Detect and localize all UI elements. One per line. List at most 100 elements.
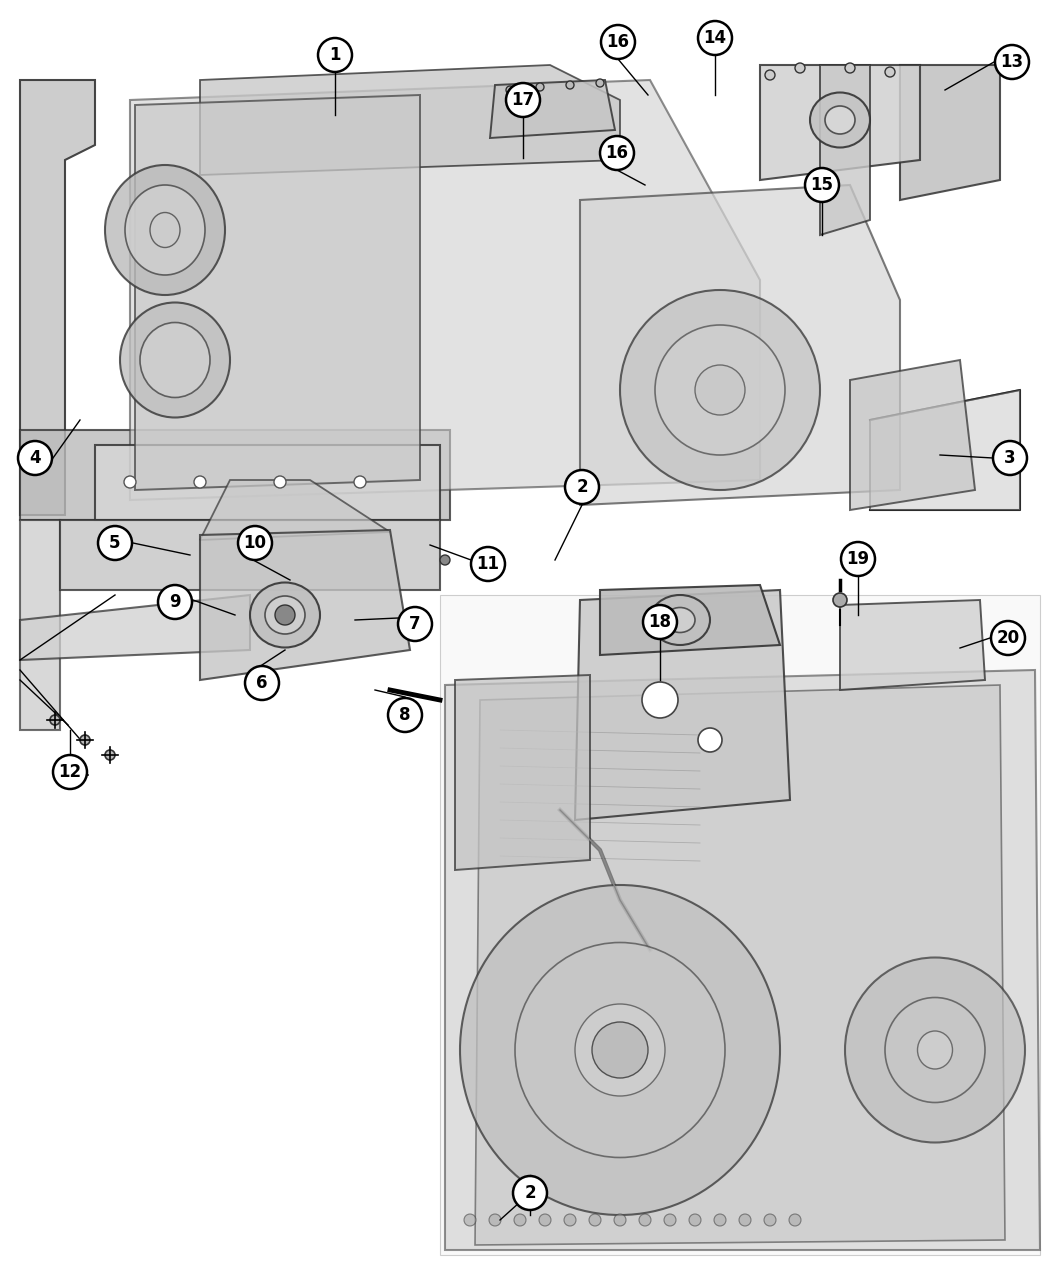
Circle shape bbox=[245, 666, 279, 700]
Polygon shape bbox=[200, 530, 410, 680]
Circle shape bbox=[105, 750, 116, 760]
Circle shape bbox=[275, 606, 295, 625]
Text: 15: 15 bbox=[811, 176, 834, 194]
Text: 3: 3 bbox=[1004, 449, 1015, 467]
Circle shape bbox=[238, 527, 272, 560]
Ellipse shape bbox=[105, 164, 225, 295]
Polygon shape bbox=[840, 601, 985, 690]
Polygon shape bbox=[820, 65, 870, 235]
Circle shape bbox=[995, 45, 1029, 79]
Circle shape bbox=[539, 1214, 551, 1227]
Polygon shape bbox=[900, 65, 1000, 200]
Circle shape bbox=[489, 1214, 501, 1227]
Text: 1: 1 bbox=[330, 46, 341, 64]
Text: 7: 7 bbox=[410, 615, 421, 632]
Polygon shape bbox=[455, 674, 590, 870]
Ellipse shape bbox=[845, 958, 1025, 1142]
Polygon shape bbox=[445, 669, 1040, 1250]
Circle shape bbox=[805, 168, 839, 201]
Circle shape bbox=[664, 1214, 676, 1227]
Ellipse shape bbox=[825, 106, 855, 134]
Polygon shape bbox=[850, 360, 975, 510]
Circle shape bbox=[50, 715, 60, 725]
Circle shape bbox=[471, 547, 505, 581]
Circle shape bbox=[194, 476, 206, 488]
Text: 13: 13 bbox=[1001, 54, 1024, 71]
Text: 12: 12 bbox=[59, 762, 82, 782]
Circle shape bbox=[565, 470, 598, 504]
Ellipse shape bbox=[265, 595, 304, 634]
Circle shape bbox=[596, 79, 604, 87]
Circle shape bbox=[514, 1214, 526, 1227]
Polygon shape bbox=[94, 445, 440, 520]
Circle shape bbox=[592, 1023, 648, 1077]
Text: 20: 20 bbox=[996, 629, 1020, 646]
Circle shape bbox=[398, 607, 432, 641]
Circle shape bbox=[789, 1214, 801, 1227]
Circle shape bbox=[765, 70, 775, 80]
Ellipse shape bbox=[885, 997, 985, 1103]
Polygon shape bbox=[20, 520, 60, 731]
Polygon shape bbox=[575, 590, 790, 820]
Text: 6: 6 bbox=[256, 674, 268, 692]
Circle shape bbox=[698, 728, 722, 752]
Circle shape bbox=[739, 1214, 751, 1227]
Circle shape bbox=[642, 682, 678, 718]
Circle shape bbox=[639, 1214, 651, 1227]
Text: 4: 4 bbox=[29, 449, 41, 467]
Circle shape bbox=[845, 62, 855, 73]
Text: 18: 18 bbox=[649, 613, 672, 631]
Text: 16: 16 bbox=[607, 33, 630, 51]
Polygon shape bbox=[200, 65, 620, 175]
Circle shape bbox=[354, 476, 366, 488]
Polygon shape bbox=[200, 479, 390, 541]
Circle shape bbox=[714, 1214, 726, 1227]
Ellipse shape bbox=[120, 302, 230, 417]
Ellipse shape bbox=[125, 185, 205, 275]
Ellipse shape bbox=[250, 583, 320, 648]
Circle shape bbox=[601, 26, 635, 59]
Circle shape bbox=[689, 1214, 701, 1227]
Text: 19: 19 bbox=[846, 550, 869, 567]
Circle shape bbox=[536, 83, 544, 91]
Polygon shape bbox=[870, 390, 1020, 510]
Circle shape bbox=[75, 770, 85, 780]
Circle shape bbox=[80, 734, 90, 745]
Circle shape bbox=[506, 85, 514, 94]
Text: 17: 17 bbox=[511, 91, 534, 108]
Circle shape bbox=[98, 527, 132, 560]
Circle shape bbox=[643, 606, 677, 639]
Polygon shape bbox=[490, 80, 615, 138]
Ellipse shape bbox=[575, 1003, 665, 1096]
Text: 14: 14 bbox=[704, 29, 727, 47]
Ellipse shape bbox=[620, 289, 820, 490]
Circle shape bbox=[124, 476, 136, 488]
Polygon shape bbox=[20, 80, 94, 515]
Ellipse shape bbox=[810, 93, 870, 148]
Circle shape bbox=[589, 1214, 601, 1227]
Circle shape bbox=[513, 1176, 547, 1210]
Ellipse shape bbox=[655, 325, 785, 455]
Ellipse shape bbox=[150, 213, 180, 247]
Circle shape bbox=[318, 38, 352, 71]
Circle shape bbox=[566, 82, 574, 89]
Polygon shape bbox=[20, 595, 250, 660]
Text: 2: 2 bbox=[576, 478, 588, 496]
Circle shape bbox=[795, 62, 805, 73]
Circle shape bbox=[885, 68, 895, 76]
Circle shape bbox=[833, 593, 847, 607]
Polygon shape bbox=[760, 65, 920, 180]
Circle shape bbox=[52, 755, 87, 789]
Polygon shape bbox=[60, 520, 440, 590]
Ellipse shape bbox=[918, 1031, 952, 1068]
Ellipse shape bbox=[695, 365, 746, 414]
Polygon shape bbox=[600, 585, 780, 655]
Ellipse shape bbox=[460, 885, 780, 1215]
Polygon shape bbox=[580, 185, 900, 505]
Text: 9: 9 bbox=[169, 593, 181, 611]
Circle shape bbox=[564, 1214, 576, 1227]
Text: 10: 10 bbox=[244, 534, 267, 552]
Text: 8: 8 bbox=[399, 706, 411, 724]
Text: 5: 5 bbox=[109, 534, 121, 552]
Circle shape bbox=[993, 441, 1027, 476]
